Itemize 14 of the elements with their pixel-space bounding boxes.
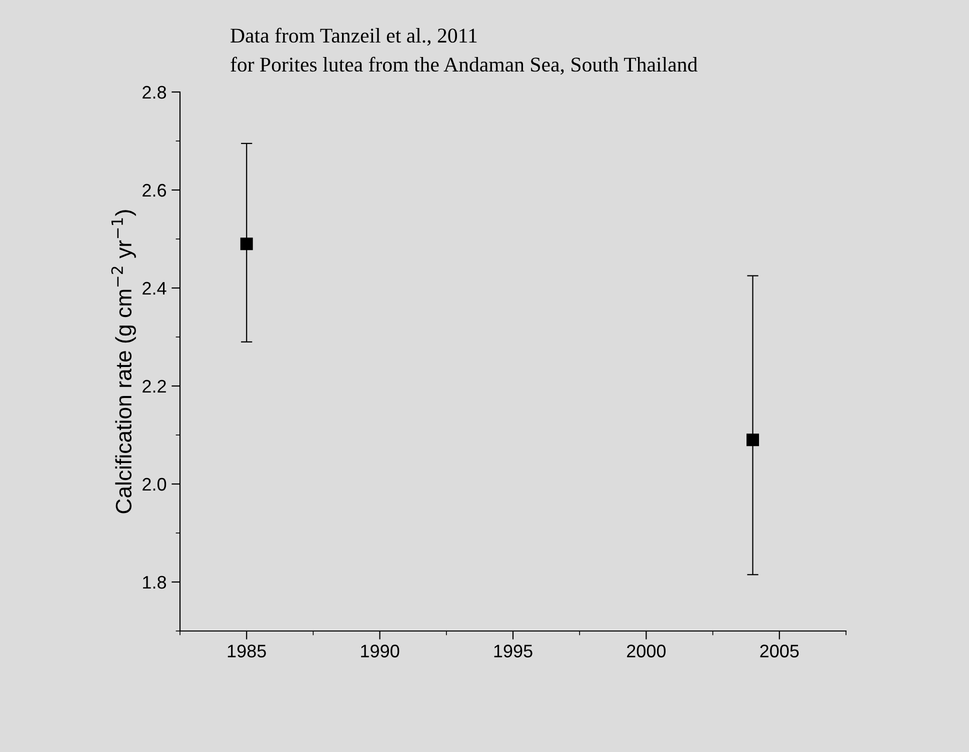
- y-axis-title: Calcification rate (g cm$^{−2}$ yr$^{−1}$): [111, 210, 136, 514]
- y-tick-label: 2.8: [142, 86, 166, 99]
- chart-subtitle: for Porites lutea from the Andaman Sea, South Thailand: [230, 56, 698, 75]
- y-tick-label: 2.6: [142, 184, 166, 197]
- x-tick-label: 2000: [627, 644, 666, 658]
- y-tick-label: 2.2: [142, 380, 166, 393]
- y-tick-label: 2.4: [142, 282, 166, 295]
- x-tick-label: 1990: [361, 644, 400, 658]
- x-tick-label: 1985: [228, 644, 266, 658]
- y-tick-label: 2.0: [142, 478, 166, 491]
- x-tick-label: 2005: [760, 644, 799, 658]
- y-tick-label: 1.8: [143, 576, 166, 589]
- chart-title: Data from Tanzeil et al., 2011: [230, 28, 477, 46]
- x-tick-label: 1995: [494, 644, 532, 658]
